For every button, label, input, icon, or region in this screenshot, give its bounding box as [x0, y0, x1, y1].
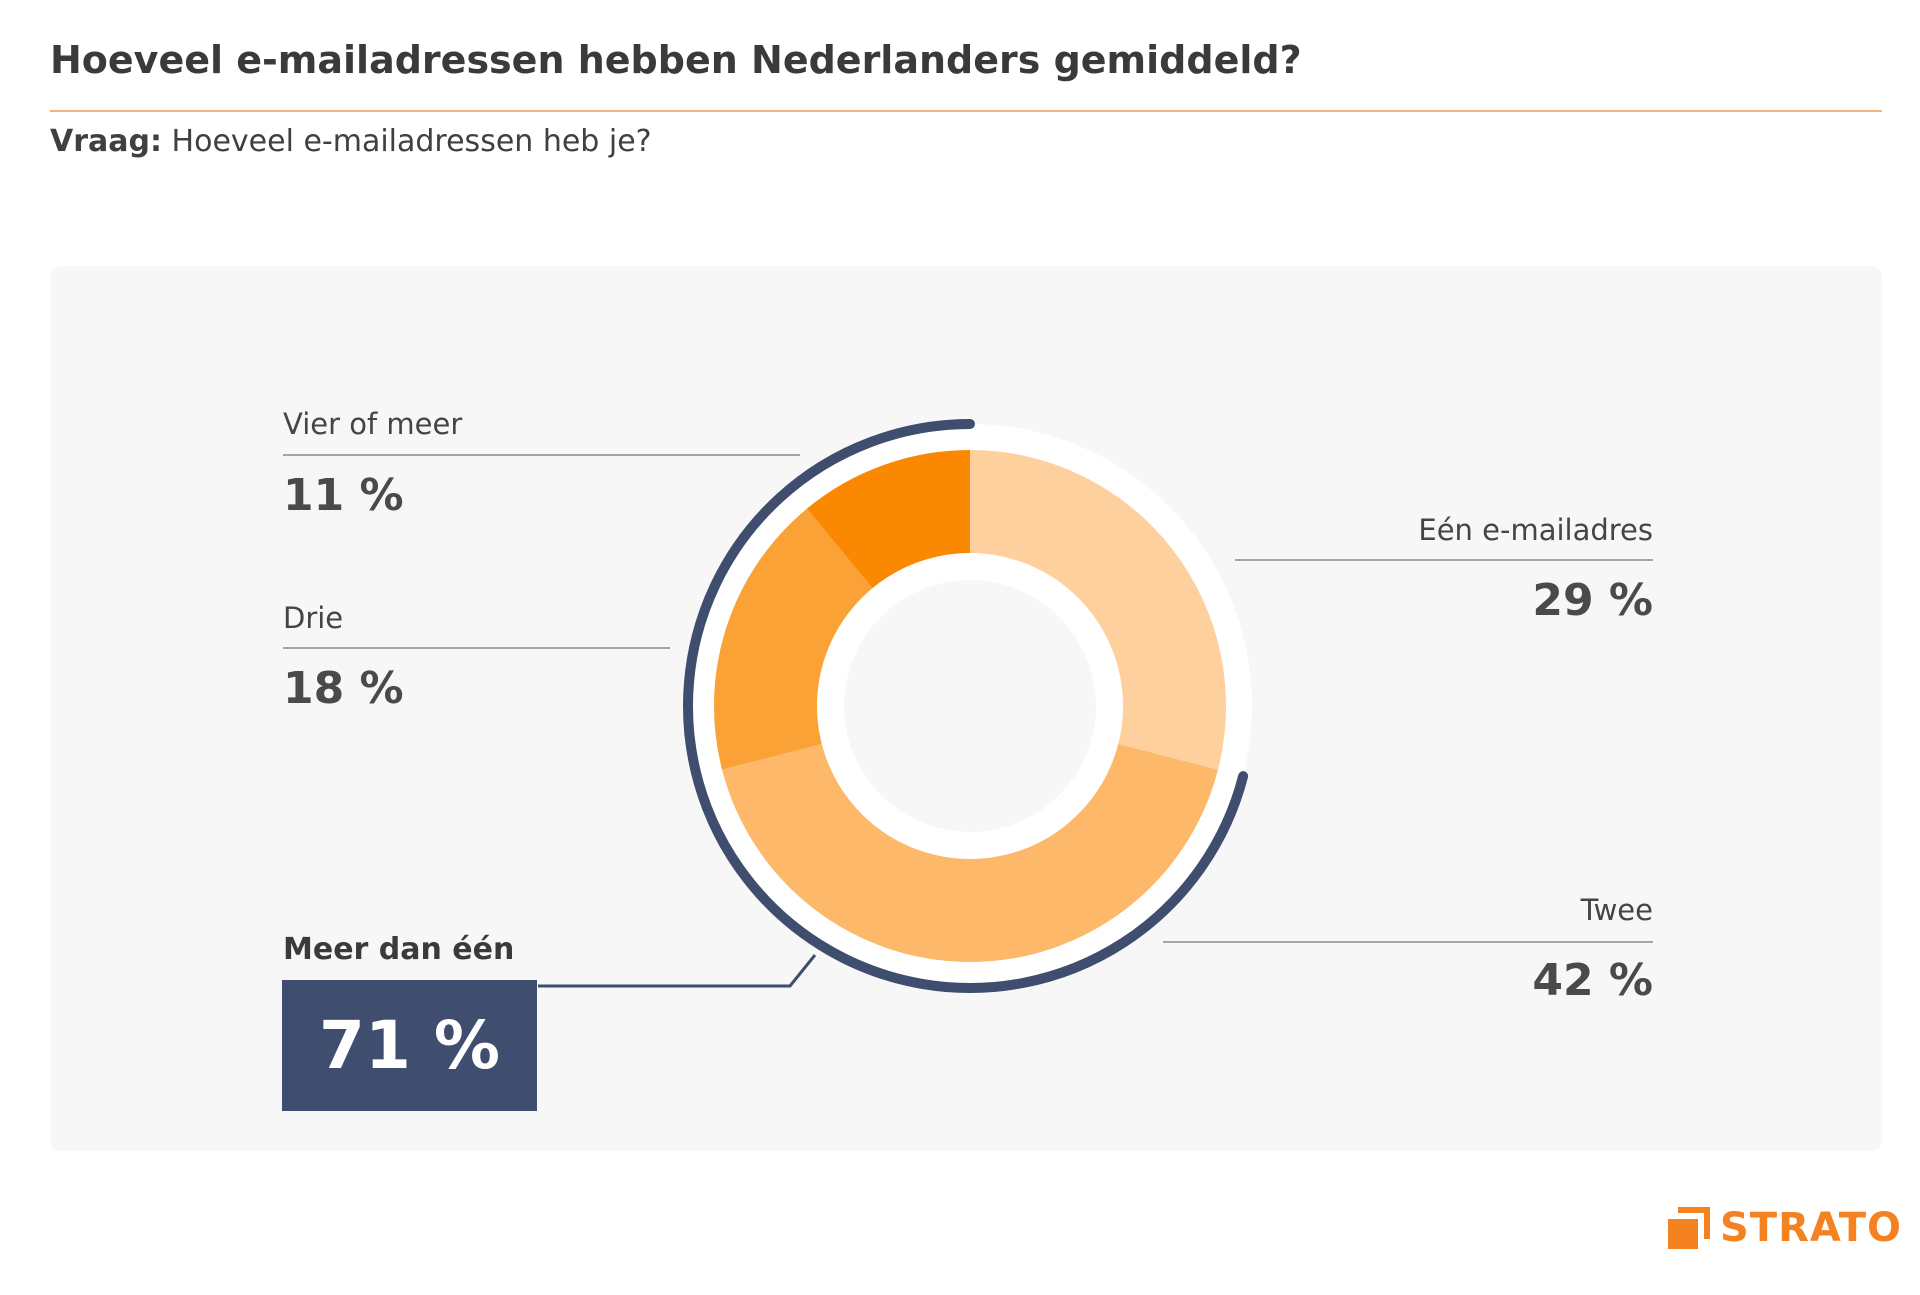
leader-lines: [283, 454, 1653, 943]
label-twee: Twee: [1580, 893, 1653, 927]
highlight-label: Meer dan één: [283, 932, 515, 967]
donut-slice-twee: [722, 743, 1218, 962]
strato-logo-icon: [1668, 1207, 1710, 1249]
title-divider: [50, 110, 1882, 112]
donut-slice-een: [970, 450, 1226, 770]
highlight-leader-line: [538, 954, 817, 988]
donut-hole: [844, 580, 1096, 832]
value-twee: 42 %: [1532, 955, 1653, 1006]
value-een: 29 %: [1532, 575, 1653, 626]
value-vier: 11 %: [283, 470, 404, 521]
brand-name: STRATO: [1720, 1205, 1903, 1251]
page-title: Hoeveel e-mailadressen hebben Nederlande…: [50, 38, 1302, 82]
question-text: Hoeveel e-mailadressen heb je?: [171, 124, 652, 159]
highlight-value: 71 %: [319, 1007, 500, 1084]
value-drie: 18 %: [283, 663, 404, 714]
label-vier: Vier of meer: [283, 407, 463, 441]
highlight-value-box: 71 %: [282, 980, 537, 1111]
question: Vraag: Hoeveel e-mailadressen heb je?: [50, 124, 652, 159]
donut-slice-vier: [806, 450, 970, 589]
question-label: Vraag:: [50, 124, 162, 159]
strato-logo: STRATO: [1668, 1205, 1902, 1251]
label-drie: Drie: [283, 601, 344, 635]
donut-slice-drie: [714, 508, 874, 770]
label-een: Eén e-mailadres: [1418, 513, 1653, 547]
highlight-arc: [683, 419, 1249, 993]
